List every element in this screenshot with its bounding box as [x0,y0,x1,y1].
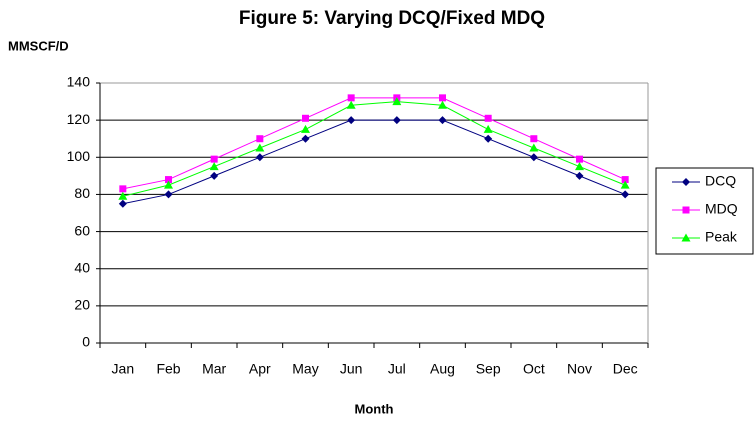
x-tick-label: Jan [112,361,135,377]
marker [576,155,583,163]
legend-label: DCQ [705,173,736,189]
marker [530,135,538,143]
y-tick-label: 120 [67,111,91,127]
marker [392,97,402,106]
marker [209,162,219,171]
marker [621,176,629,184]
x-tick-label: Aug [430,361,455,377]
marker [119,185,127,193]
x-tick-label: Mar [202,361,226,377]
y-tick-label: 100 [67,148,91,164]
marker [164,190,173,199]
marker [301,124,310,133]
marker [301,134,310,143]
marker [256,135,264,143]
y-tick-label: 40 [74,259,90,275]
x-tick-label: Sep [476,361,501,377]
y-tick-label: 80 [74,185,90,201]
y-tick-label: 140 [67,74,91,90]
legend-label: Peak [705,229,738,245]
y-axis-title: MMSCF/D [8,38,69,53]
legend-label: MDQ [705,201,738,217]
marker [165,176,172,184]
y-tick-label: 60 [74,222,90,238]
x-tick-label: May [292,361,318,377]
marker [575,162,584,171]
y-tick-label: 0 [82,334,90,350]
marker [682,206,690,214]
x-tick-label: Jul [388,361,406,377]
x-tick-label: Feb [156,361,180,377]
marker [484,114,492,122]
marker [164,180,173,189]
series-line [122,101,626,197]
marker [346,100,356,109]
marker [620,180,630,189]
marker [118,191,128,200]
marker [575,171,584,180]
marker [483,124,493,133]
marker [347,94,355,102]
marker [210,171,219,180]
x-tick-label: Dec [613,361,638,377]
chart-title: Figure 5: Varying DCQ/Fixed MDQ [239,8,545,29]
series-line [122,119,626,205]
x-axis-title: Month [355,401,394,416]
marker [302,114,309,122]
marker [438,100,447,109]
marker [621,190,630,199]
marker [347,116,356,125]
marker [210,155,218,163]
marker [118,199,127,208]
marker [529,143,539,152]
series-line [122,97,626,190]
marker [255,143,265,152]
x-tick-label: Oct [523,361,545,377]
marker [392,116,401,125]
marker [529,153,538,162]
marker [681,233,691,242]
marker [438,116,447,125]
y-tick-label: 20 [74,297,90,313]
marker [255,153,264,162]
x-tick-label: Nov [567,361,592,377]
x-tick-label: Apr [249,361,271,377]
marker [439,94,446,102]
marker [484,134,493,143]
x-tick-label: Jun [340,361,363,377]
marker [682,178,690,186]
